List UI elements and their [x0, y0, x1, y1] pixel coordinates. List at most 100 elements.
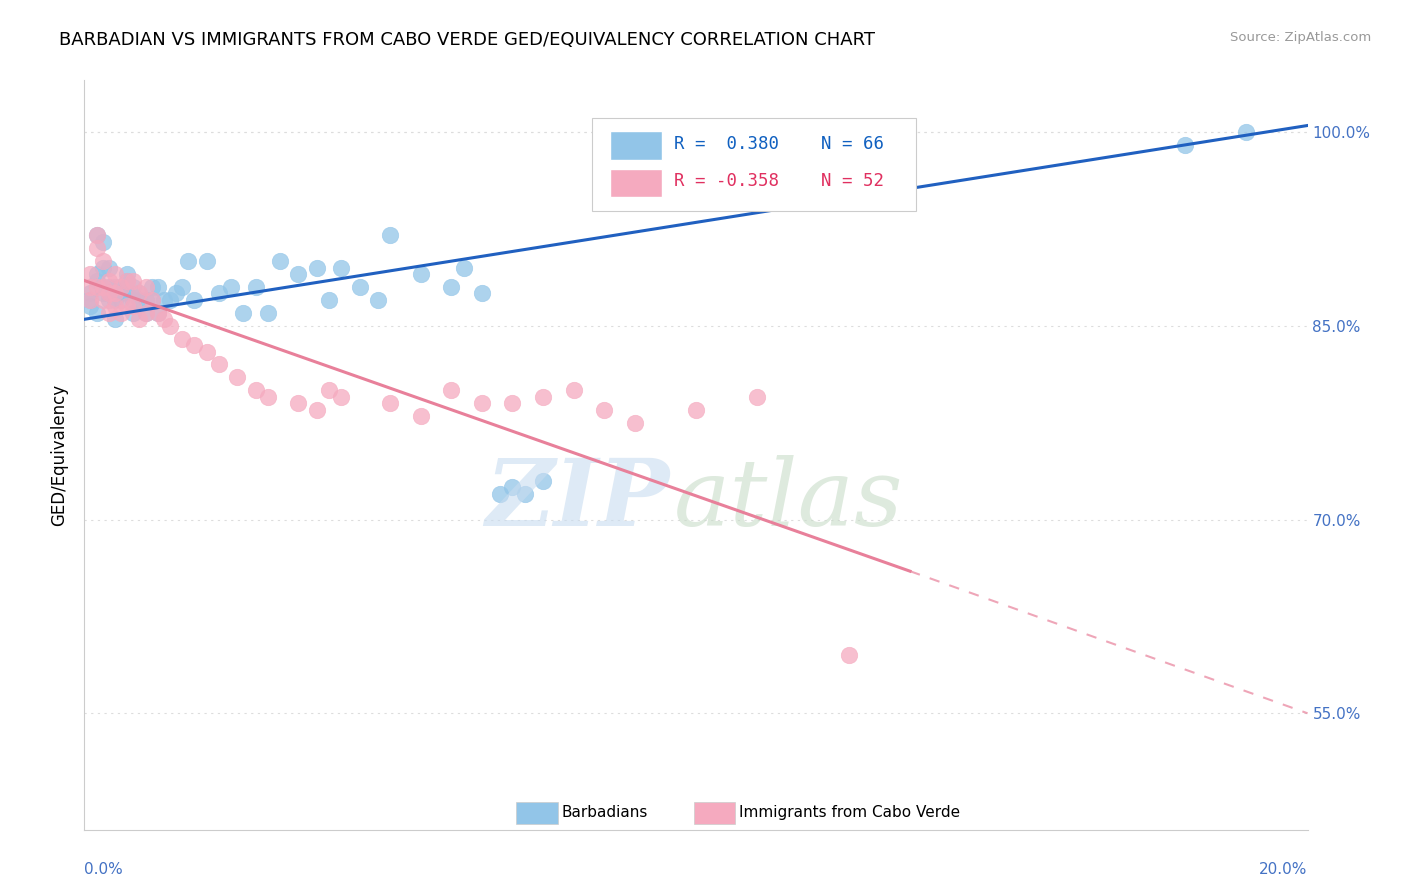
Point [146, 280, 169, 294]
Point [104, 299, 127, 313]
Point [305, 260, 328, 275]
Point [349, 280, 371, 294]
Point [471, 396, 494, 410]
Point [104, 312, 127, 326]
Point [318, 384, 340, 398]
Point [367, 293, 389, 307]
Point [409, 267, 432, 281]
Point [104, 286, 127, 301]
Point [91, 280, 114, 294]
Point [562, 384, 585, 398]
Point [593, 402, 616, 417]
Point [97, 260, 120, 275]
Point [141, 293, 163, 307]
Point [135, 306, 157, 320]
Point [104, 286, 127, 301]
Point [380, 228, 402, 243]
Point [91, 280, 114, 294]
Point [489, 486, 512, 500]
Point [531, 390, 554, 404]
Point [624, 416, 647, 430]
Point [330, 260, 353, 275]
Point [86, 267, 108, 281]
Point [471, 286, 494, 301]
Text: 0.0%: 0.0% [84, 862, 124, 877]
Point [86, 273, 108, 287]
Point [245, 280, 267, 294]
Point [502, 396, 524, 410]
Point [104, 293, 127, 307]
Point [91, 286, 114, 301]
Text: Immigrants from Cabo Verde: Immigrants from Cabo Verde [738, 805, 960, 820]
Point [115, 286, 138, 301]
Point [110, 280, 132, 294]
Text: R = -0.358    N = 52: R = -0.358 N = 52 [673, 172, 884, 190]
Point [257, 306, 280, 320]
Point [97, 280, 120, 294]
Point [838, 648, 860, 662]
Text: 20.0%: 20.0% [1260, 862, 1308, 877]
Point [208, 358, 231, 372]
Point [141, 280, 163, 294]
Point [232, 306, 254, 320]
Point [685, 402, 707, 417]
Point [97, 306, 120, 320]
Point [128, 293, 150, 307]
Point [380, 396, 402, 410]
Point [141, 293, 163, 307]
Point [440, 280, 463, 294]
Point [97, 286, 120, 301]
Point [79, 293, 101, 307]
Point [122, 293, 145, 307]
Point [97, 273, 120, 287]
Point [86, 228, 108, 243]
Point [453, 260, 475, 275]
Point [153, 293, 176, 307]
Point [104, 267, 127, 281]
Point [409, 409, 432, 424]
Point [195, 254, 218, 268]
Point [135, 293, 157, 307]
Point [122, 273, 145, 287]
Point [226, 370, 249, 384]
Point [115, 299, 138, 313]
Text: ZIP: ZIP [485, 455, 669, 545]
Point [122, 280, 145, 294]
Point [91, 235, 114, 249]
Point [146, 306, 169, 320]
Point [440, 384, 463, 398]
Point [159, 318, 181, 333]
FancyBboxPatch shape [610, 169, 662, 197]
Text: R =  0.380    N = 66: R = 0.380 N = 66 [673, 135, 884, 153]
Point [165, 286, 187, 301]
Point [122, 306, 145, 320]
Point [257, 390, 280, 404]
Point [115, 273, 138, 287]
FancyBboxPatch shape [592, 118, 917, 211]
Point [79, 299, 101, 313]
Point [86, 306, 108, 320]
Text: atlas: atlas [673, 455, 904, 545]
Point [159, 293, 181, 307]
Point [195, 344, 218, 359]
Point [747, 390, 769, 404]
Point [128, 286, 150, 301]
Point [146, 306, 169, 320]
Point [110, 293, 132, 307]
Text: BARBADIAN VS IMMIGRANTS FROM CABO VERDE GED/EQUIVALENCY CORRELATION CHART: BARBADIAN VS IMMIGRANTS FROM CABO VERDE … [59, 31, 875, 49]
Point [104, 280, 127, 294]
Point [110, 306, 132, 320]
Point [91, 260, 114, 275]
Text: Barbadians: Barbadians [561, 805, 648, 820]
Point [287, 267, 309, 281]
Point [135, 306, 157, 320]
Point [128, 286, 150, 301]
Point [208, 286, 231, 301]
Point [330, 390, 353, 404]
Point [97, 286, 120, 301]
Point [305, 402, 328, 417]
Point [79, 267, 101, 281]
Point [79, 293, 101, 307]
Text: Source: ZipAtlas.com: Source: ZipAtlas.com [1230, 31, 1371, 45]
Point [183, 293, 205, 307]
